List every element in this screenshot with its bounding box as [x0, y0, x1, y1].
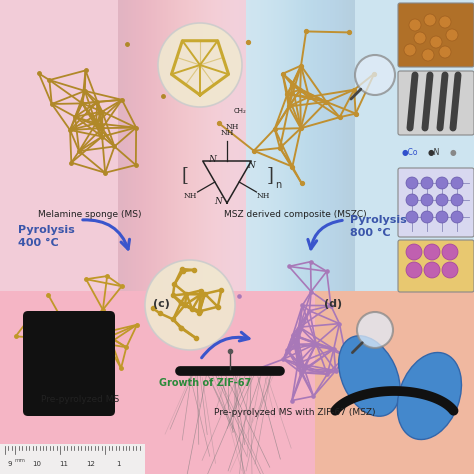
Ellipse shape: [397, 353, 462, 439]
Circle shape: [406, 244, 422, 260]
Text: NH: NH: [184, 192, 197, 200]
FancyBboxPatch shape: [0, 291, 145, 474]
Circle shape: [436, 194, 448, 206]
FancyBboxPatch shape: [0, 444, 145, 474]
Circle shape: [436, 211, 448, 223]
Circle shape: [406, 262, 422, 278]
Circle shape: [424, 262, 440, 278]
FancyBboxPatch shape: [398, 3, 474, 67]
Text: 11: 11: [60, 461, 69, 467]
Circle shape: [451, 177, 463, 189]
Circle shape: [421, 194, 433, 206]
Circle shape: [422, 49, 434, 61]
Circle shape: [442, 262, 458, 278]
Text: ●: ●: [450, 148, 456, 157]
Circle shape: [430, 36, 442, 48]
Circle shape: [442, 244, 458, 260]
Text: 10: 10: [33, 461, 42, 467]
Text: Pyrolysis: Pyrolysis: [18, 225, 75, 235]
FancyBboxPatch shape: [398, 168, 474, 237]
Circle shape: [439, 16, 451, 28]
Circle shape: [424, 244, 440, 260]
Text: N: N: [214, 197, 222, 206]
Text: (d): (d): [324, 299, 342, 309]
Text: 9: 9: [8, 461, 12, 467]
Circle shape: [439, 46, 451, 58]
Circle shape: [436, 177, 448, 189]
Circle shape: [421, 177, 433, 189]
Text: NH: NH: [257, 192, 270, 200]
Circle shape: [421, 211, 433, 223]
Circle shape: [406, 194, 418, 206]
Text: Melamine sponge (MS): Melamine sponge (MS): [38, 210, 142, 219]
Circle shape: [158, 23, 242, 107]
FancyBboxPatch shape: [398, 240, 474, 292]
Circle shape: [145, 260, 235, 350]
Text: Growth of ZIF-67: Growth of ZIF-67: [159, 378, 251, 388]
Circle shape: [414, 32, 426, 44]
Circle shape: [406, 211, 418, 223]
Text: (c): (c): [153, 299, 170, 309]
FancyBboxPatch shape: [145, 291, 315, 474]
Text: Pyrolysis: Pyrolysis: [350, 215, 407, 225]
Circle shape: [357, 312, 393, 348]
Text: ]: ]: [266, 166, 273, 184]
Circle shape: [406, 177, 418, 189]
Circle shape: [451, 211, 463, 223]
Text: [: [: [182, 166, 189, 184]
FancyBboxPatch shape: [315, 291, 474, 474]
Text: n: n: [275, 180, 281, 190]
Circle shape: [446, 29, 458, 41]
Text: 1: 1: [116, 461, 120, 467]
Text: NH: NH: [225, 123, 239, 131]
FancyBboxPatch shape: [0, 0, 246, 291]
Circle shape: [451, 194, 463, 206]
Text: Pre-pyrolyzed MS: Pre-pyrolyzed MS: [41, 395, 119, 404]
FancyBboxPatch shape: [23, 311, 115, 416]
Text: NH: NH: [220, 129, 234, 137]
Text: 800 °C: 800 °C: [350, 228, 391, 238]
Ellipse shape: [338, 336, 400, 416]
Text: CH₂: CH₂: [234, 108, 246, 114]
Text: MSZ derived composite (MSZC): MSZ derived composite (MSZC): [224, 210, 366, 219]
Circle shape: [404, 44, 416, 56]
Circle shape: [424, 14, 436, 26]
Circle shape: [409, 19, 421, 31]
Text: mm: mm: [15, 457, 26, 463]
FancyBboxPatch shape: [398, 71, 474, 135]
Text: N: N: [247, 162, 255, 171]
Text: N: N: [208, 155, 216, 164]
FancyBboxPatch shape: [246, 0, 474, 291]
Text: 400 °C: 400 °C: [18, 238, 59, 248]
Text: ●Co: ●Co: [402, 148, 419, 157]
Text: ●N: ●N: [428, 148, 440, 157]
Circle shape: [355, 55, 395, 95]
Text: Pre-pyrolyzed MS with ZIF-67 (MSZ): Pre-pyrolyzed MS with ZIF-67 (MSZ): [214, 408, 376, 417]
Text: 12: 12: [87, 461, 95, 467]
